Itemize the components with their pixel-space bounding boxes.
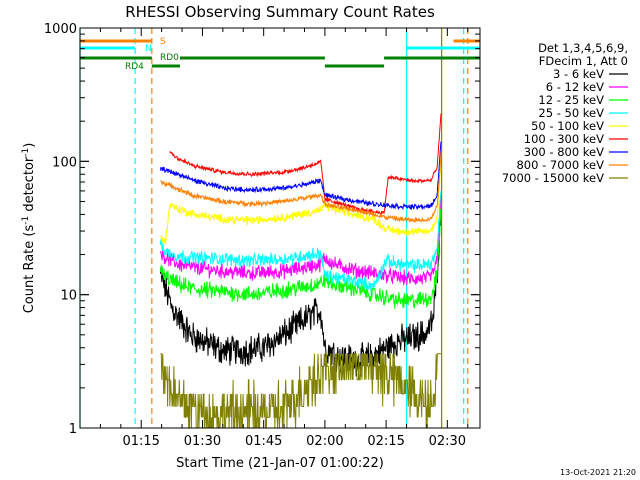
series-line-3 <box>159 190 442 293</box>
x-tick-label-3: 02:00 <box>306 434 343 449</box>
legend-label-7: 800 - 7000 keV <box>516 158 604 172</box>
legend-label-3: 25 - 50 keV <box>538 106 604 120</box>
series-group <box>159 113 442 428</box>
x-tick-label-4: 02:15 <box>367 434 404 449</box>
legend-label-5: 100 - 300 keV <box>524 132 604 146</box>
y-axis-label: Count Rate (s-1 detector-1) <box>21 143 37 314</box>
flag-label-rd0: RD0 <box>160 53 179 63</box>
y-tick-label-1: 10 <box>60 289 77 304</box>
flag-label-s: S <box>160 37 166 47</box>
flag-label-n: N <box>145 44 152 54</box>
flag-lines <box>80 39 480 68</box>
chart-title: RHESSI Observing Summary Count Rates <box>125 3 435 21</box>
legend-label-0: 3 - 6 keV <box>553 67 604 81</box>
footer-date: 13-Oct-2021 21:20 <box>560 468 636 477</box>
series-line-6 <box>159 141 442 211</box>
vertical-marker-lines <box>79 28 469 428</box>
y-tick-label-2: 100 <box>52 155 77 170</box>
series-line-5 <box>169 113 442 215</box>
y-tick-label-3: 1000 <box>44 22 77 37</box>
series-line-4 <box>160 167 442 245</box>
legend-header-line-2: FDecim 1, Att 0 <box>539 54 628 68</box>
y-axis: 1 10 100 1000 <box>44 22 480 437</box>
series-line-1 <box>159 190 442 286</box>
x-axis: 01:15 01:30 01:45 02:00 02:15 02:30 <box>79 28 469 449</box>
x-axis-label: Start Time (21-Jan-07 01:00:22) <box>176 456 384 471</box>
legend-label-1: 6 - 12 keV <box>546 80 604 94</box>
plot-frame <box>79 27 481 429</box>
series-line-2 <box>159 208 442 309</box>
series-line-7 <box>160 151 442 223</box>
legend-header-line-1: Det 1,3,4,5,6,9, <box>538 41 628 55</box>
legend-label-6: 300 - 800 keV <box>524 145 604 159</box>
x-tick-label-0: 01:15 <box>122 434 159 449</box>
y-tick-label-0: 1 <box>69 422 77 437</box>
flag-labels: SN RD0 RD4 <box>125 37 179 72</box>
flag-label-rd4: RD4 <box>125 62 144 72</box>
legend-label-2: 12 - 25 keV <box>538 93 604 107</box>
legend: Det 1,3,4,5,6,9, FDecim 1, Att 0 3 - 6 k… <box>502 41 628 185</box>
x-tick-label-1: 01:30 <box>184 434 221 449</box>
x-tick-label-2: 01:45 <box>245 434 282 449</box>
legend-label-8: 7000 - 15000 keV <box>502 171 604 185</box>
legend-label-4: 50 - 100 keV <box>531 119 604 133</box>
x-tick-label-5: 02:30 <box>429 434 466 449</box>
series-line-8 <box>160 353 441 428</box>
series-line-0 <box>159 211 442 377</box>
